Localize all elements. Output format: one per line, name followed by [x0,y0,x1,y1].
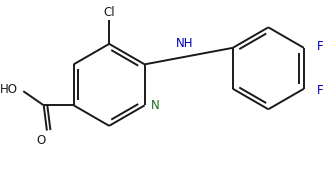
Text: Cl: Cl [103,6,115,19]
Text: O: O [36,134,45,147]
Text: F: F [317,40,324,53]
Text: F: F [317,84,324,97]
Text: NH: NH [176,37,194,50]
Text: N: N [151,99,160,112]
Text: HO: HO [0,83,18,96]
